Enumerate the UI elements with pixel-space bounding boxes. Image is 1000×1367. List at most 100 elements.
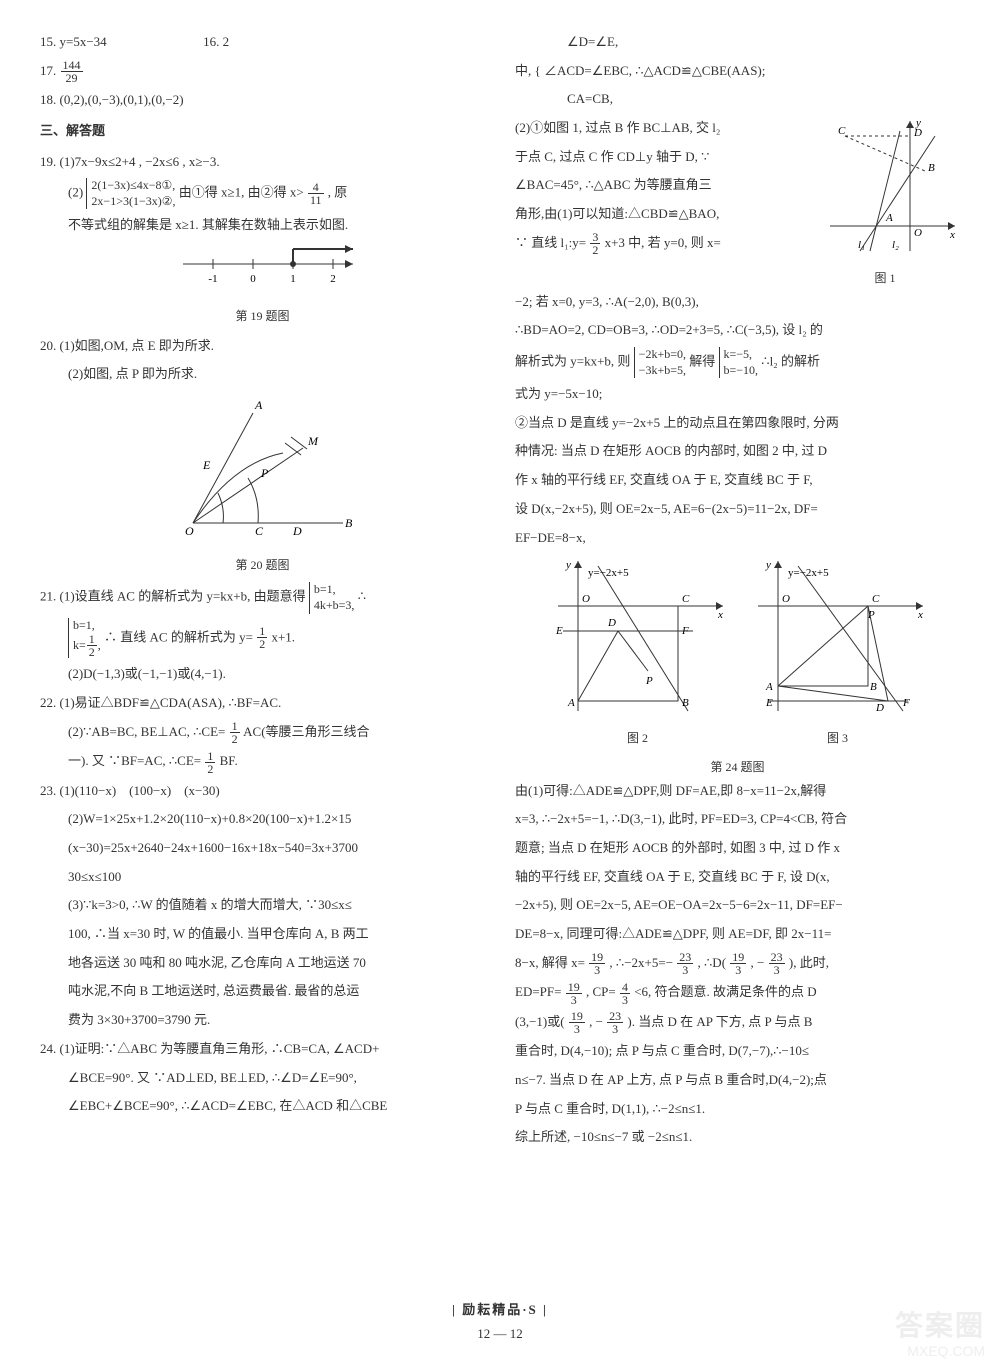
svg-text:l₂: l₂ xyxy=(892,239,899,251)
frac-den: 3 xyxy=(620,994,630,1006)
q23-3e: 费为 3×30+3700=3790 元. xyxy=(40,1008,485,1033)
svg-text:l₁: l₁ xyxy=(858,239,865,251)
svg-text:C: C xyxy=(255,524,264,538)
svg-text:y: y xyxy=(565,559,571,571)
q19-2: (2) 2(1−3x)≤4x−8①, 2x−1>3(1−3x)②, 由①得 x≥… xyxy=(40,178,485,209)
svg-text:A: A xyxy=(765,681,773,693)
svg-text:E: E xyxy=(765,697,773,709)
fig-24-3-svg: y=−2x+5 x y O P A E D F B C xyxy=(748,556,928,716)
r12: 式为 y=−5x−10; xyxy=(515,382,960,407)
svg-text:D: D xyxy=(875,702,884,714)
svg-text:F: F xyxy=(902,697,910,709)
svg-text:B: B xyxy=(682,697,689,709)
text: ). 当点 D 在 AP 下方, 点 P 与点 B xyxy=(627,1014,812,1029)
ans-15: 15. y=5x−34 xyxy=(40,34,107,49)
frac-den: 2 xyxy=(87,646,97,658)
r20: 题意; 当点 D 在矩形 AOCB 的外部时, 如图 3 中, 过 D 作 x xyxy=(515,836,960,861)
q23-2a: (2)W=1×25x+1.2×20(110−x)+0.8×20(100−x)+1… xyxy=(40,807,485,832)
text: AC(等腰三角形三线合 xyxy=(243,724,369,739)
svg-text:y=−2x+5: y=−2x+5 xyxy=(788,567,829,579)
r21: 轴的平行线 EF, 交直线 OA 于 E, 交直线 BC 于 F, 设 D(x, xyxy=(515,865,960,890)
q22-2a: (2)∵AB=BC, BE⊥AC, ∴CE= 12 AC(等腰三角形三线合 xyxy=(40,720,485,746)
r17: EF−DE=8−x, xyxy=(515,526,960,551)
r30: 综上所述, −10≤n≤−7 或 −2≤n≤1. xyxy=(515,1125,960,1150)
q21-1a: 21. (1)设直线 AC 的解析式为 y=kx+b, 由题意得 b=1, 4k… xyxy=(40,582,485,613)
svg-text:D: D xyxy=(607,617,616,629)
svg-text:E: E xyxy=(555,625,563,637)
frac-den: 3 xyxy=(769,964,785,976)
brace-line: b=−10, xyxy=(724,363,759,377)
svg-text:E: E xyxy=(202,458,211,472)
r16: 设 D(x,−2x+5), 则 OE=2x−5, AE=6−(2x−5)=11−… xyxy=(515,497,960,522)
frac-den: 3 xyxy=(569,1023,585,1035)
fig-20-svg: A M E P O C D B xyxy=(163,393,363,543)
q23-2b: (x−30)=25x+2640−24x+1600−16x+18x−540=3x+… xyxy=(40,836,485,861)
fig-19-svg: -1 0 1 2 xyxy=(163,244,363,294)
svg-text:B: B xyxy=(928,162,935,174)
frac-den: 2 xyxy=(230,733,240,745)
q23-3d: 吨水泥,不向 B 工地运送时, 总运费最省. 最省的总运 xyxy=(40,979,485,1004)
frac-den: 3 xyxy=(566,994,582,1006)
text: <6, 符合题意. 故满足条件的点 D xyxy=(634,984,816,999)
frac-num: 1 xyxy=(205,750,215,763)
text: 21. (1)设直线 AC 的解析式为 y=kx+b, 由题意得 xyxy=(40,589,306,604)
frac-den: 3 xyxy=(589,964,605,976)
text: 解得 xyxy=(689,354,715,369)
text: ∴ 直线 AC 的解析式为 y= xyxy=(104,629,253,644)
fig-20: A M E P O C D B 第 20 题图 xyxy=(40,393,485,576)
q24-1c: ∠EBC+∠BCE=90°, ∴∠ACD=∠EBC, 在△ACD 和△CBE xyxy=(40,1094,485,1119)
q21-1d: b=1, k=12, ∴ 直线 AC 的解析式为 y= 12 x+1. xyxy=(40,618,485,659)
r18: 由(1)可得:△ADE≌△DPF,则 DF=AE,即 8−x=11−2x,解得 xyxy=(515,779,960,804)
r3: CA=CB, xyxy=(515,87,960,112)
q23-3c: 地各运送 30 吨和 80 吨水泥, 乙仓库向 A 工地运送 70 xyxy=(40,951,485,976)
frac-den: 2 xyxy=(205,763,215,775)
frac-den: 2 xyxy=(257,638,267,650)
ans-17: 17. 144 29 xyxy=(40,59,485,85)
brace-line: −2k+b=0, xyxy=(639,347,686,361)
brace: k=−5, b=−10, xyxy=(719,347,759,378)
q23-3a: (3)∵k=3>0, ∴W 的值随着 x 的增大而增大, ∵30≤x≤ xyxy=(40,893,485,918)
page-footer: | 励耘精品·S | 12 — 12 xyxy=(0,1298,1000,1347)
frac: 4 11 xyxy=(308,181,324,206)
svg-text:M: M xyxy=(307,434,319,448)
svg-text:-1: -1 xyxy=(208,273,217,285)
svg-text:O: O xyxy=(914,227,922,239)
r26: (3,−1)或( 193 , − 233 ). 当点 D 在 AP 下方, 点 … xyxy=(515,1010,960,1036)
svg-text:O: O xyxy=(582,593,590,605)
frac-den: 3 xyxy=(677,964,693,976)
text: ∴l₂ 的解析 xyxy=(761,354,820,369)
brace-line: b=1, xyxy=(314,582,336,596)
fig-24: y=−2x+5 x y E O D F A P B C 图 2 xyxy=(515,556,960,749)
svg-text:A: A xyxy=(885,212,893,224)
q24-1b: ∠BCE=90°. 又 ∵AD⊥ED, BE⊥ED, ∴∠D=∠E=90°, xyxy=(40,1066,485,1091)
ans-16: 16. 2 xyxy=(203,34,229,49)
text: ∵ 直线 l₁:y= xyxy=(515,235,586,250)
text: k= xyxy=(73,638,86,652)
frac-num: 4 xyxy=(620,981,630,994)
frac-den: 11 xyxy=(308,194,324,206)
q24-1a: 24. (1)证明:∵△ABC 为等腰直角三角形, ∴CB=CA, ∠ACD+ xyxy=(40,1037,485,1062)
ans-15-16: 15. y=5x−34 16. 2 xyxy=(40,30,485,55)
svg-text:B: B xyxy=(345,516,353,530)
r1: ∠D=∠E, xyxy=(515,30,960,55)
q20-1: 20. (1)如图,OM, 点 E 即为所求. xyxy=(40,334,485,359)
text: , ∴D( xyxy=(698,955,727,970)
brace-line: k=−5, xyxy=(724,347,753,361)
frac-den: 3 xyxy=(607,1023,623,1035)
fig-20-caption: 第 20 题图 xyxy=(40,554,485,577)
q22-1: 22. (1)易证△BDF≌△CDA(ASA), ∴BF=AC. xyxy=(40,691,485,716)
r14: 种情况: 当点 D 在矩形 AOCB 的内部时, 如图 2 中, 过 D xyxy=(515,439,960,464)
ans-18: 18. (0,2),(0,−3),(0,1),(0,−2) xyxy=(40,88,485,113)
r11: 解析式为 y=kx+b, 则 −2k+b=0, −3k+b=5, 解得 k=−5… xyxy=(515,347,960,378)
q19-2-brace: 2(1−3x)≤4x−8①, 2x−1>3(1−3x)②, xyxy=(86,178,175,209)
r23: DE=8−x, 同理可得:△ADE≌△DPF, 则 AE=DF, 即 2x−11… xyxy=(515,922,960,947)
svg-text:x: x xyxy=(717,609,723,621)
svg-text:x: x xyxy=(917,609,923,621)
svg-text:C: C xyxy=(872,593,880,605)
r28: n≤−7. 当点 D 在 AP 上方, 点 P 与点 B 重合时,D(4,−2)… xyxy=(515,1068,960,1093)
r9: −2; 若 x=0, y=3, ∴A(−2,0), B(0,3), xyxy=(515,290,960,315)
footer-brand: | 励耘精品·S | xyxy=(0,1298,1000,1323)
r29: P 与点 C 重合时, D(1,1), ∴−2≤n≤1. xyxy=(515,1097,960,1122)
r2: 中, { ∠ACD=∠EBC, ∴△ACD≌△CBE(AAS); xyxy=(515,59,960,84)
fig-3-caption: 图 3 xyxy=(748,727,928,750)
